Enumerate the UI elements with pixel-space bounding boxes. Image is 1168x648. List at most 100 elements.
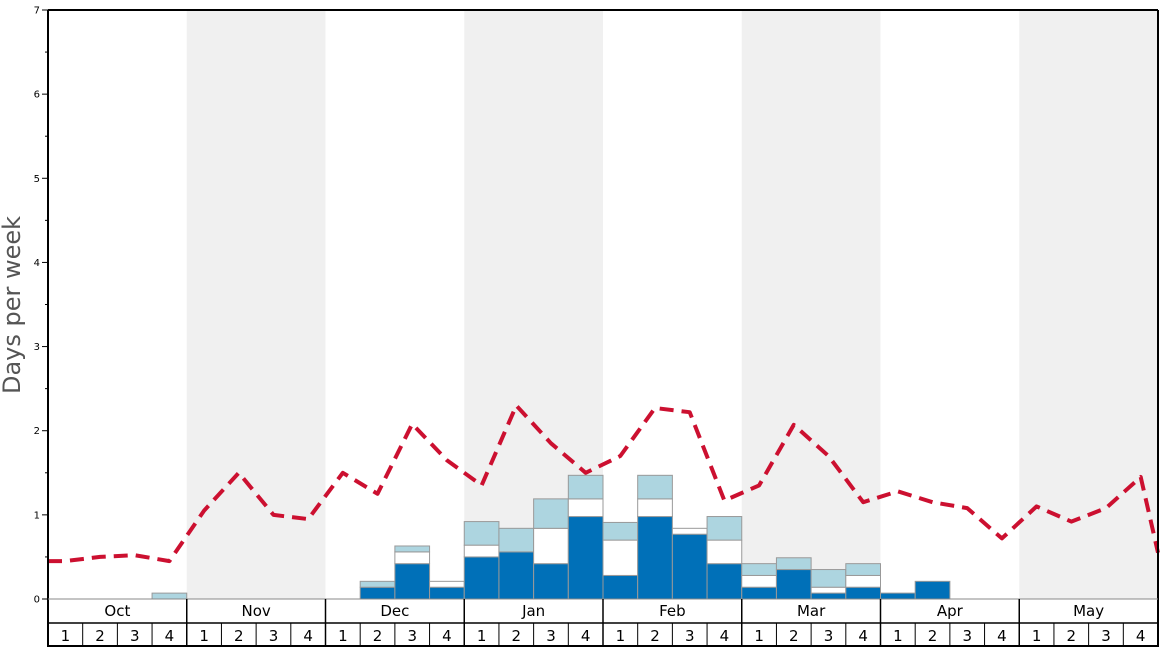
bar-light-20 — [741, 563, 777, 576]
bar-middle-18 — [671, 527, 708, 535]
week-label-jan-3: 3 — [546, 627, 556, 645]
y-tick-label-7: 7 — [34, 6, 40, 17]
week-label-may-3: 3 — [1101, 627, 1111, 645]
week-label-jan-1: 1 — [477, 627, 487, 645]
bar-light-13 — [498, 527, 535, 553]
bar-dark-23 — [845, 586, 881, 600]
bar-middle-19 — [706, 539, 743, 565]
bar-middle-16 — [602, 539, 639, 576]
y-tick-label-5: 5 — [34, 174, 40, 185]
week-label-dec-2: 2 — [373, 627, 383, 645]
week-label-may-4: 4 — [1136, 627, 1146, 645]
month-shading — [186, 10, 1158, 599]
bar-dark-12 — [463, 556, 500, 600]
month-shade-may — [1019, 10, 1158, 599]
month-label-feb: Feb — [659, 602, 686, 620]
bar-dark-20 — [741, 586, 777, 600]
month-label-nov: Nov — [241, 602, 270, 620]
bar-dark-25 — [914, 580, 951, 600]
week-label-feb-1: 1 — [616, 627, 626, 645]
bar-light-19 — [706, 516, 743, 541]
bar-light-9 — [359, 580, 396, 588]
week-label-feb-3: 3 — [685, 627, 695, 645]
week-label-mar-1: 1 — [754, 627, 764, 645]
bar-light-17 — [637, 474, 673, 500]
bar-light-3 — [151, 592, 188, 600]
week-label-nov-4: 4 — [303, 627, 313, 645]
bar-light-12 — [463, 521, 500, 546]
y-tick-label-3: 3 — [34, 342, 40, 353]
bar-light-15 — [567, 474, 604, 500]
bar-light-10 — [394, 545, 431, 553]
bar-dark-14 — [533, 563, 569, 600]
line-layer — [48, 403, 1160, 564]
bar-middle-12 — [463, 544, 500, 558]
bar-dark-9 — [359, 586, 396, 600]
bar-light-22 — [810, 569, 847, 588]
bar-light-14 — [533, 498, 569, 529]
week-label-feb-4: 4 — [720, 627, 730, 645]
bar-light-23 — [845, 563, 881, 576]
bar-middle-23 — [845, 574, 881, 588]
average-line — [48, 403, 1160, 564]
bar-dark-16 — [602, 574, 639, 600]
month-label-apr: Apr — [937, 602, 964, 620]
bar-dark-18 — [671, 533, 708, 600]
week-label-nov-1: 1 — [199, 627, 209, 645]
week-label-dec-4: 4 — [442, 627, 452, 645]
bar-dark-11 — [429, 586, 465, 600]
bar-dark-10 — [394, 563, 431, 600]
y-tick-label-2: 2 — [34, 426, 40, 437]
week-label-dec-3: 3 — [407, 627, 417, 645]
y-axis-label: Days per week — [0, 216, 26, 394]
month-shade-mar — [741, 10, 881, 599]
axes-group: 0 1 2 3 4 5 6 7 — [34, 6, 1159, 647]
bar-middle-22 — [810, 586, 847, 594]
bar-light-21 — [775, 557, 812, 571]
bar-middle-11 — [429, 580, 465, 588]
week-label-dec-1: 1 — [338, 627, 348, 645]
month-label-jan: Jan — [521, 602, 545, 620]
week-label-nov-2: 2 — [234, 627, 244, 645]
week-label-mar-4: 4 — [858, 627, 868, 645]
week-label-oct-3: 3 — [130, 627, 140, 645]
month-label-oct: Oct — [104, 602, 130, 620]
week-label-apr-3: 3 — [962, 627, 972, 645]
week-label-mar-2: 2 — [789, 627, 799, 645]
week-label-apr-2: 2 — [928, 627, 938, 645]
y-tick-label-4: 4 — [34, 258, 40, 269]
week-label-apr-4: 4 — [997, 627, 1007, 645]
week-label-mar-3: 3 — [824, 627, 834, 645]
bar-dark-21 — [775, 569, 812, 600]
bar-light-16 — [602, 521, 639, 541]
week-label-apr-1: 1 — [893, 627, 903, 645]
week-label-oct-1: 1 — [61, 627, 71, 645]
month-shade-nov — [186, 10, 326, 599]
bars-group — [151, 474, 951, 600]
bar-dark-19 — [706, 563, 743, 600]
bar-middle-17 — [637, 498, 673, 518]
week-label-may-1: 1 — [1032, 627, 1042, 645]
week-label-may-2: 2 — [1067, 627, 1077, 645]
month-label-mar: Mar — [797, 602, 826, 620]
week-label-jan-4: 4 — [581, 627, 591, 645]
bar-dark-22 — [810, 592, 847, 600]
week-label-oct-4: 4 — [165, 627, 175, 645]
y-tick-label-1: 1 — [34, 510, 40, 521]
x-axis-group: Oct 1 2 3 4 Nov 1 2 3 4 Dec 1 2 3 4 Jan 1 2 3 4 Feb 1 2 3 4 Mar 1 2… — [48, 599, 1158, 647]
bar-middle-20 — [741, 574, 777, 588]
bar-middle-14 — [533, 527, 569, 565]
month-label-dec: Dec — [380, 602, 409, 620]
bar-dark-13 — [498, 551, 535, 600]
y-tick-label-6: 6 — [34, 90, 40, 101]
bar-middle-15 — [567, 498, 604, 518]
bar-middle-10 — [394, 551, 431, 565]
week-label-nov-3: 3 — [269, 627, 279, 645]
week-label-feb-2: 2 — [650, 627, 660, 645]
bar-dark-17 — [637, 516, 673, 600]
y-tick-label-0: 0 — [34, 595, 40, 606]
month-label-may: May — [1073, 602, 1104, 620]
bar-dark-24 — [880, 592, 916, 600]
bar-dark-15 — [567, 516, 604, 600]
